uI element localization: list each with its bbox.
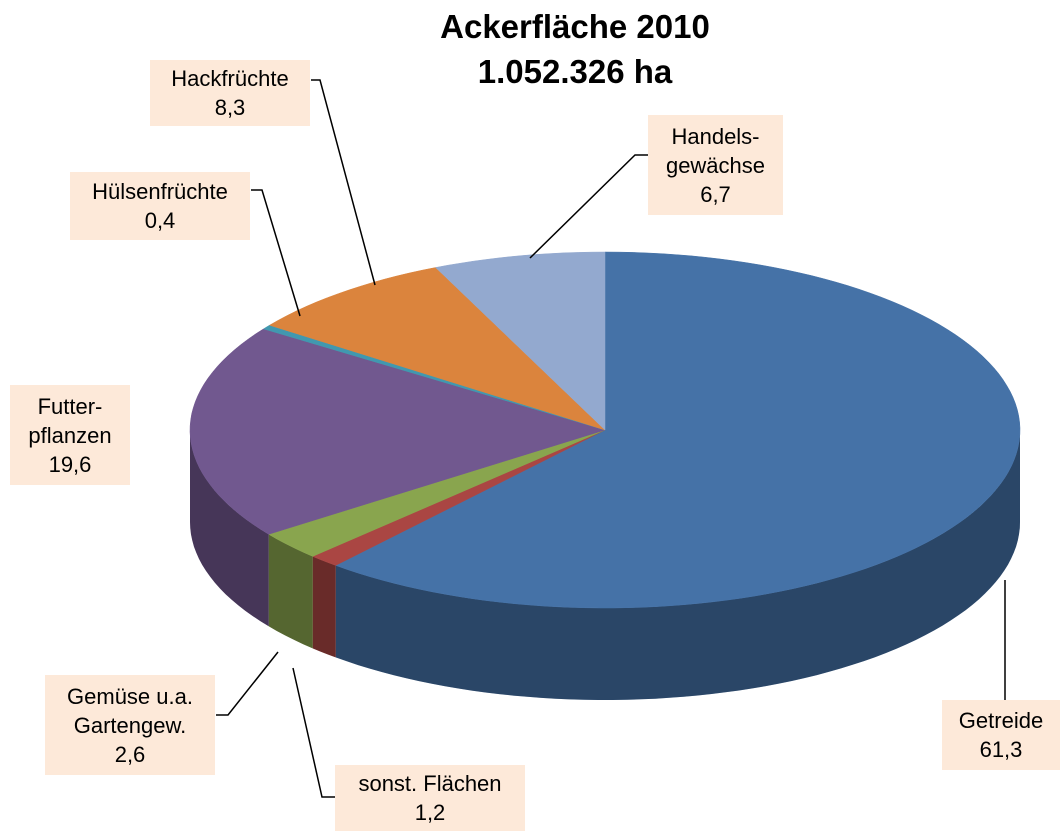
slice-side-shade xyxy=(312,556,336,658)
category-label: Hülsenfrüchte xyxy=(92,179,228,204)
slice-side-shade xyxy=(190,430,269,627)
slice xyxy=(435,251,606,431)
slice xyxy=(335,251,1021,700)
leader-line xyxy=(311,79,376,286)
value-label: 6,7 xyxy=(700,181,731,207)
chart-subtitle: 1.052.326 ha xyxy=(477,53,673,90)
slice xyxy=(312,429,606,658)
value-label: 0,4 xyxy=(144,208,176,233)
data-label: Futter- pflanzen 19,6 xyxy=(10,385,130,485)
data-label: Hülsenfrüchte 0,4 xyxy=(70,172,250,240)
data-label: sonst. Flächen 1,2 xyxy=(335,765,525,831)
slice-side xyxy=(268,534,313,649)
slice-side xyxy=(190,430,269,627)
leader-line xyxy=(529,154,649,259)
category-label: Handels- gewächse xyxy=(665,123,766,178)
slice xyxy=(189,328,606,627)
data-label: Getreide 61,3 xyxy=(942,700,1060,770)
leader-line xyxy=(292,667,336,798)
leader-line xyxy=(251,189,301,317)
slice-top xyxy=(268,267,606,431)
slice-top xyxy=(335,251,1021,609)
slice-top xyxy=(435,251,606,431)
value-label: 8,3 xyxy=(214,95,246,120)
slice-top xyxy=(268,429,606,557)
leader-line xyxy=(216,651,279,716)
value-label: 1,2 xyxy=(414,800,446,825)
slice xyxy=(268,429,606,649)
value-label: 61,3 xyxy=(979,737,1023,762)
slice-side xyxy=(335,430,1020,700)
category-label: Getreide xyxy=(958,708,1044,733)
category-label: sonst. Flächen xyxy=(358,771,502,796)
slice-side-shade xyxy=(268,534,313,649)
category-label: Gemüse u.a. Gartengew. xyxy=(67,683,193,738)
leader-line xyxy=(990,580,1006,713)
category-label: Futter- pflanzen xyxy=(28,393,112,448)
chart-title: Ackerfläche 2010 xyxy=(440,8,710,45)
data-label: Gemüse u.a. Gartengew. 2,6 xyxy=(45,675,215,775)
data-label: Hackfrüchte 8,3 xyxy=(150,60,310,126)
slice-top xyxy=(189,328,606,535)
data-label: Handels- gewächse 6,7 xyxy=(648,115,783,215)
slice xyxy=(268,267,606,431)
value-label: 2,6 xyxy=(114,741,146,767)
slice-side-shade xyxy=(335,430,1020,700)
category-label: Hackfrüchte xyxy=(171,66,289,91)
slice-side xyxy=(312,556,336,658)
value-label: 19,6 xyxy=(48,451,92,477)
